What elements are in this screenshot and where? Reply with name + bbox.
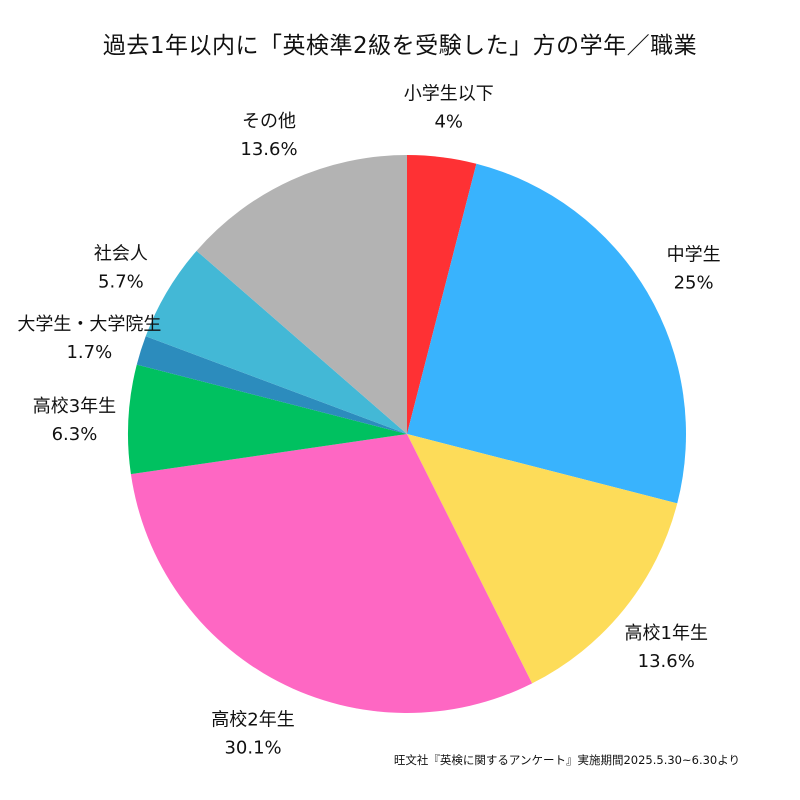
pie-slice-4	[128, 364, 408, 475]
pie-labels: 小学生以下 4% 中学生 25% 高校1年生 13.6% 高校2年生 30.1% 高校3年生 6.…	[17, 84, 720, 759]
slice-label-3: 高校2年生	[211, 709, 294, 730]
slice-value-1: 25%	[674, 272, 714, 293]
pie-slice-5	[136, 336, 407, 434]
slice-value-6: 5.7%	[98, 272, 144, 293]
slice-value-7: 13.6%	[240, 139, 297, 160]
slice-label-6: 社会人	[94, 244, 148, 265]
slice-value-3: 30.1%	[224, 737, 281, 758]
slice-label-2: 高校1年生	[625, 623, 708, 644]
pie-slice-0	[407, 155, 477, 434]
pie-slice-6	[145, 250, 407, 434]
slice-label-0: 小学生以下	[404, 84, 494, 105]
pie-slice-2	[407, 434, 678, 684]
pie-slice-3	[130, 434, 533, 714]
pie-slice-1	[407, 163, 686, 504]
pie-slice-7	[196, 155, 407, 434]
slice-value-0: 4%	[434, 112, 463, 133]
chart-title: 過去1年以内に「英検準2級を受験した」方の学年／職業	[102, 33, 698, 59]
pie-slices	[128, 155, 686, 714]
slice-value-5: 1.7%	[66, 342, 112, 363]
slice-label-7: その他	[242, 111, 296, 132]
slice-label-1: 中学生	[667, 244, 721, 265]
slice-label-5: 大学生・大学院生	[17, 314, 161, 335]
slice-value-2: 13.6%	[638, 651, 695, 672]
slice-value-4: 6.3%	[52, 424, 98, 445]
slice-label-4: 高校3年生	[33, 396, 116, 417]
source-note: 旺文社『英検に関するアンケート』実施期間2025.5.30~6.30より	[393, 753, 740, 767]
